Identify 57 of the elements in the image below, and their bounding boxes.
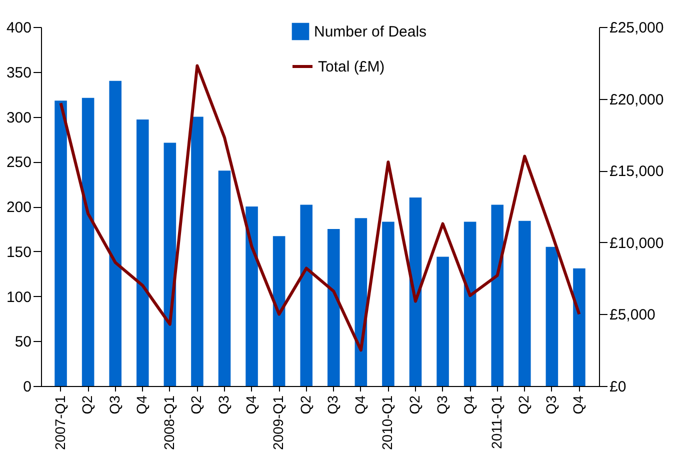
y-tick-label: 100	[6, 288, 32, 306]
y2-tick-label: £0	[610, 378, 626, 396]
bar	[546, 246, 558, 386]
x-tick-label: Q2	[516, 395, 532, 414]
bar	[272, 236, 286, 386]
y-tick-label: 50	[14, 334, 32, 351]
bar	[573, 268, 586, 386]
y2-tick-label: £20,000	[610, 91, 664, 108]
x-tick-label: Q2	[297, 395, 314, 414]
x-tick-label: Q3	[106, 395, 122, 414]
y2-tick-label: £10,000	[610, 234, 664, 252]
bar	[518, 220, 531, 386]
legend-label: Number of Deals	[314, 24, 427, 40]
bar	[382, 222, 394, 386]
x-tick-label: Q2	[188, 395, 204, 414]
x-tick-label: 2011-Q1	[488, 395, 504, 449]
y-tick-label: 250	[6, 154, 32, 172]
bar	[246, 206, 258, 386]
x-tick-label: Q3	[434, 395, 450, 414]
y2-tick-label: £25,000	[610, 20, 664, 36]
x-tick-label: Q4	[134, 395, 150, 414]
bar	[109, 80, 122, 386]
x-tick-label: 2009-Q1	[270, 395, 286, 450]
bar	[300, 204, 312, 386]
x-tick-label: Q4	[461, 395, 478, 414]
x-tick-label: 2007-Q1	[52, 395, 68, 450]
x-tick-label: Q3	[216, 395, 232, 414]
y2-tick-label: £15,000	[610, 163, 664, 180]
bar	[354, 218, 368, 386]
y-tick-label: 0	[23, 378, 32, 396]
x-tick-label: 2010-Q1	[379, 395, 396, 450]
legend-label: Total (£M)	[318, 58, 385, 76]
y-tick-label: 200	[6, 199, 32, 216]
bar	[328, 228, 340, 386]
bar	[464, 222, 476, 386]
x-tick-label: Q2	[406, 395, 422, 414]
y-tick-label: 150	[6, 244, 32, 261]
x-tick-label: Q3	[324, 395, 341, 414]
bar	[136, 119, 149, 386]
y-tick-label: 400	[6, 20, 32, 36]
x-tick-label: 2008-Q1	[160, 395, 177, 450]
x-tick-label: Q4	[352, 395, 368, 414]
x-tick-label: Q2	[79, 395, 96, 414]
y2-tick-label: £5,000	[610, 306, 656, 324]
bar	[164, 142, 176, 386]
bar	[191, 116, 204, 386]
bar	[82, 98, 94, 386]
bar	[436, 256, 449, 386]
bar	[54, 100, 67, 386]
bar	[218, 170, 231, 386]
y-tick-label: 350	[6, 64, 32, 82]
x-tick-label: Q4	[242, 395, 259, 414]
x-tick-label: Q4	[570, 395, 586, 414]
x-tick-label: Q3	[542, 395, 559, 414]
y-tick-label: 300	[6, 109, 32, 126]
bar	[491, 204, 504, 386]
bar	[409, 198, 422, 386]
